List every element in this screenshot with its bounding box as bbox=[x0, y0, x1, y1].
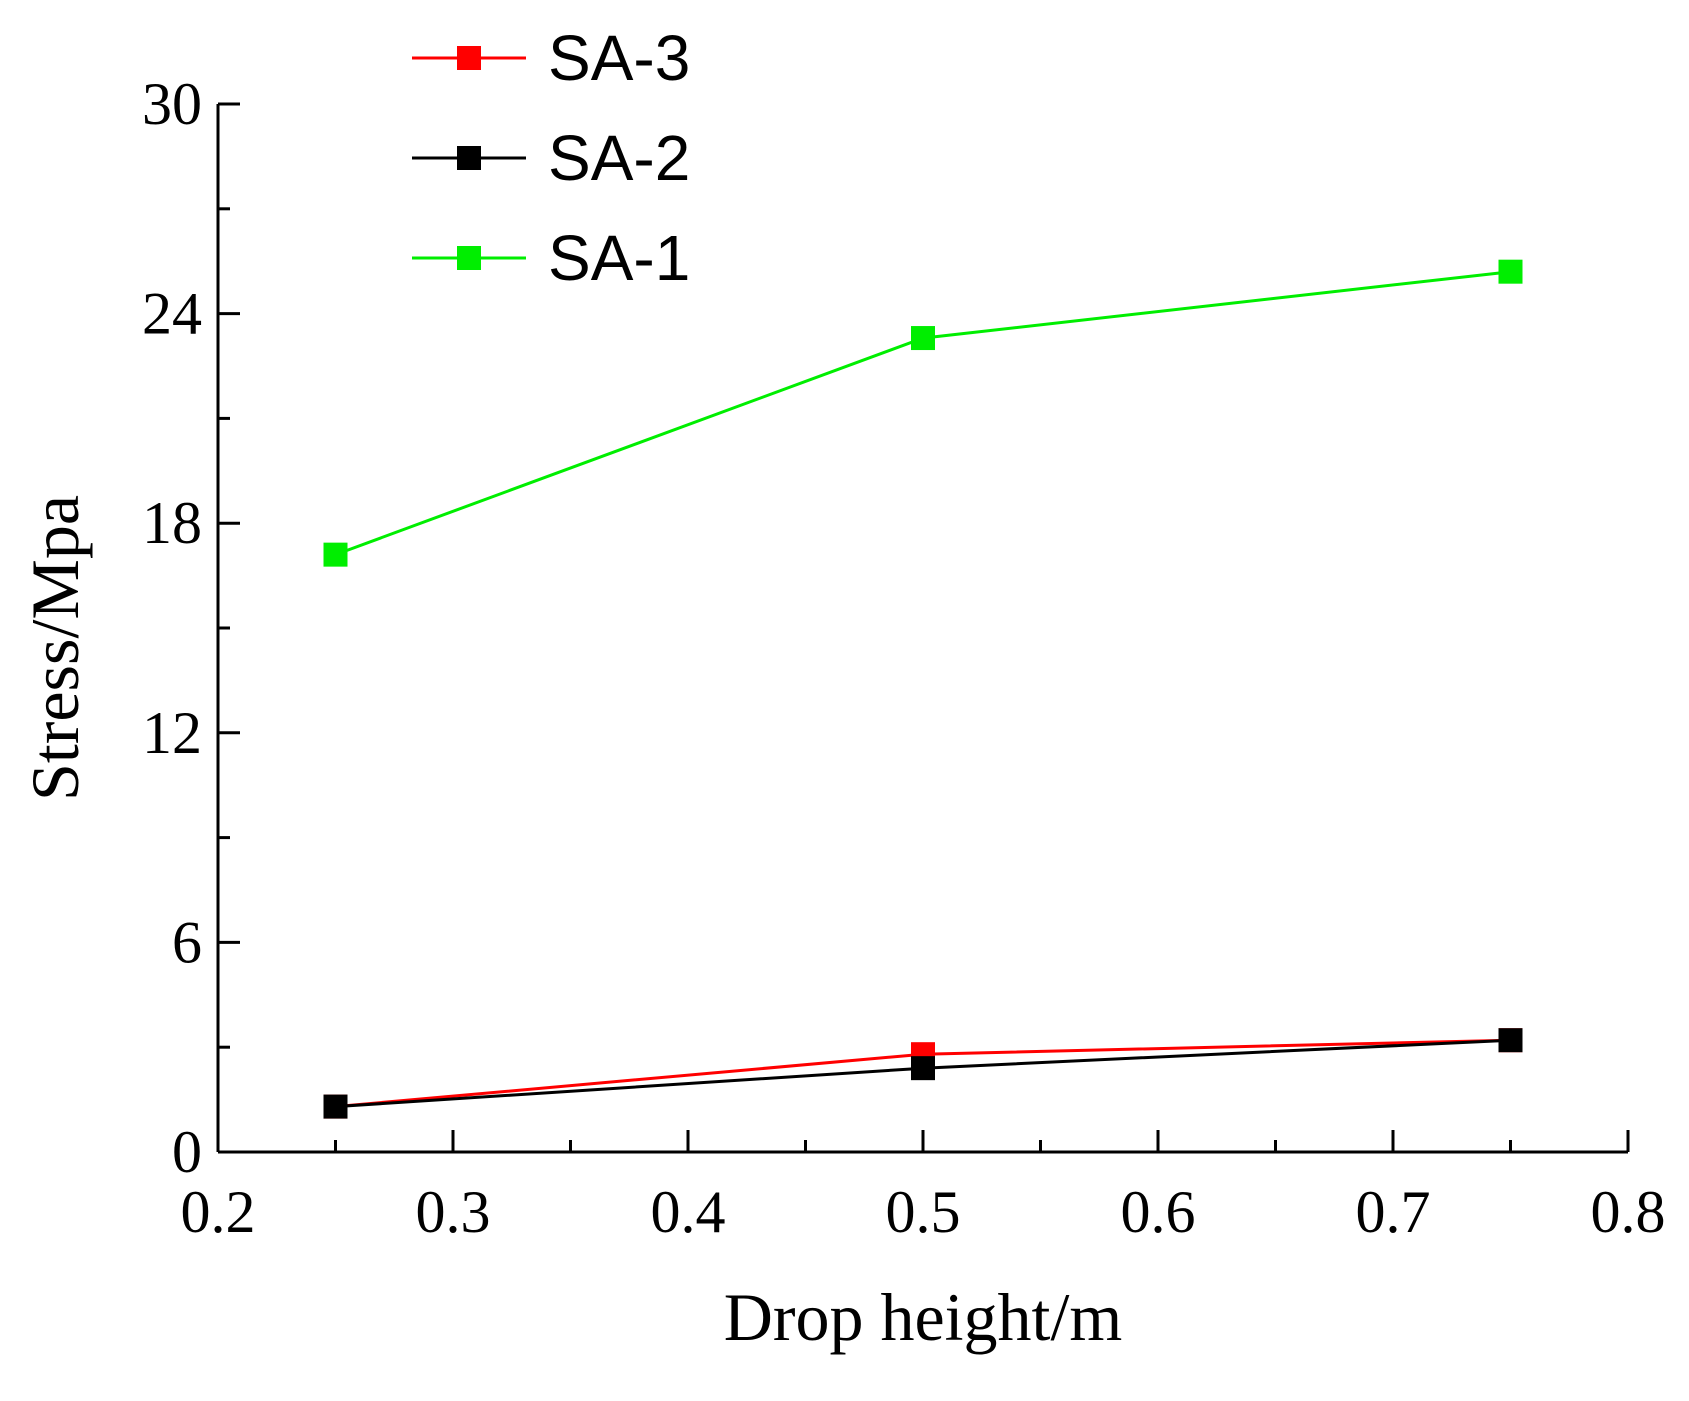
legend-marker-sa-3 bbox=[457, 46, 481, 70]
x-tick-label: 0.8 bbox=[1591, 1179, 1666, 1245]
y-axis-title: Stress/Mpa bbox=[17, 495, 93, 801]
y-tick-label: 18 bbox=[142, 490, 202, 556]
y-tick-label: 6 bbox=[172, 909, 202, 975]
x-tick-label: 0.2 bbox=[181, 1179, 256, 1245]
legend: SA-3 SA-2 SA-1 bbox=[412, 22, 690, 294]
axes: 0 6 12 18 24 30 0.2 0.3 0.4 0.5 0.6 0.7 0.8 bbox=[142, 71, 1666, 1245]
x-tick-label: 0.6 bbox=[1121, 1179, 1196, 1245]
y-tick-label: 0 bbox=[172, 1119, 202, 1185]
data-point-sa-1 bbox=[1498, 259, 1523, 284]
y-tick-label: 30 bbox=[142, 71, 202, 137]
data-point-sa-1 bbox=[323, 542, 348, 567]
series-line-sa-1 bbox=[334, 270, 1511, 557]
legend-marker-sa-2 bbox=[457, 146, 481, 170]
data-point-sa-2 bbox=[911, 1056, 935, 1081]
y-tick-label: 24 bbox=[142, 281, 202, 347]
data-point-sa-2 bbox=[1498, 1028, 1523, 1053]
series-layer bbox=[323, 259, 1523, 1119]
legend-label-sa-3: SA-3 bbox=[548, 22, 690, 94]
x-tick-label: 0.5 bbox=[886, 1179, 961, 1245]
legend-marker-sa-1 bbox=[457, 246, 481, 270]
x-tick-label: 0.3 bbox=[416, 1179, 491, 1245]
x-axis-title: Drop height/m bbox=[724, 1279, 1123, 1355]
legend-label-sa-1: SA-1 bbox=[548, 222, 690, 294]
x-tick-label: 0.4 bbox=[651, 1179, 726, 1245]
legend-label-sa-2: SA-2 bbox=[548, 122, 690, 194]
data-point-sa-1 bbox=[911, 326, 935, 351]
data-point-sa-2 bbox=[323, 1094, 348, 1119]
y-tick-label: 12 bbox=[142, 700, 202, 766]
x-tick-label: 0.7 bbox=[1356, 1179, 1431, 1245]
